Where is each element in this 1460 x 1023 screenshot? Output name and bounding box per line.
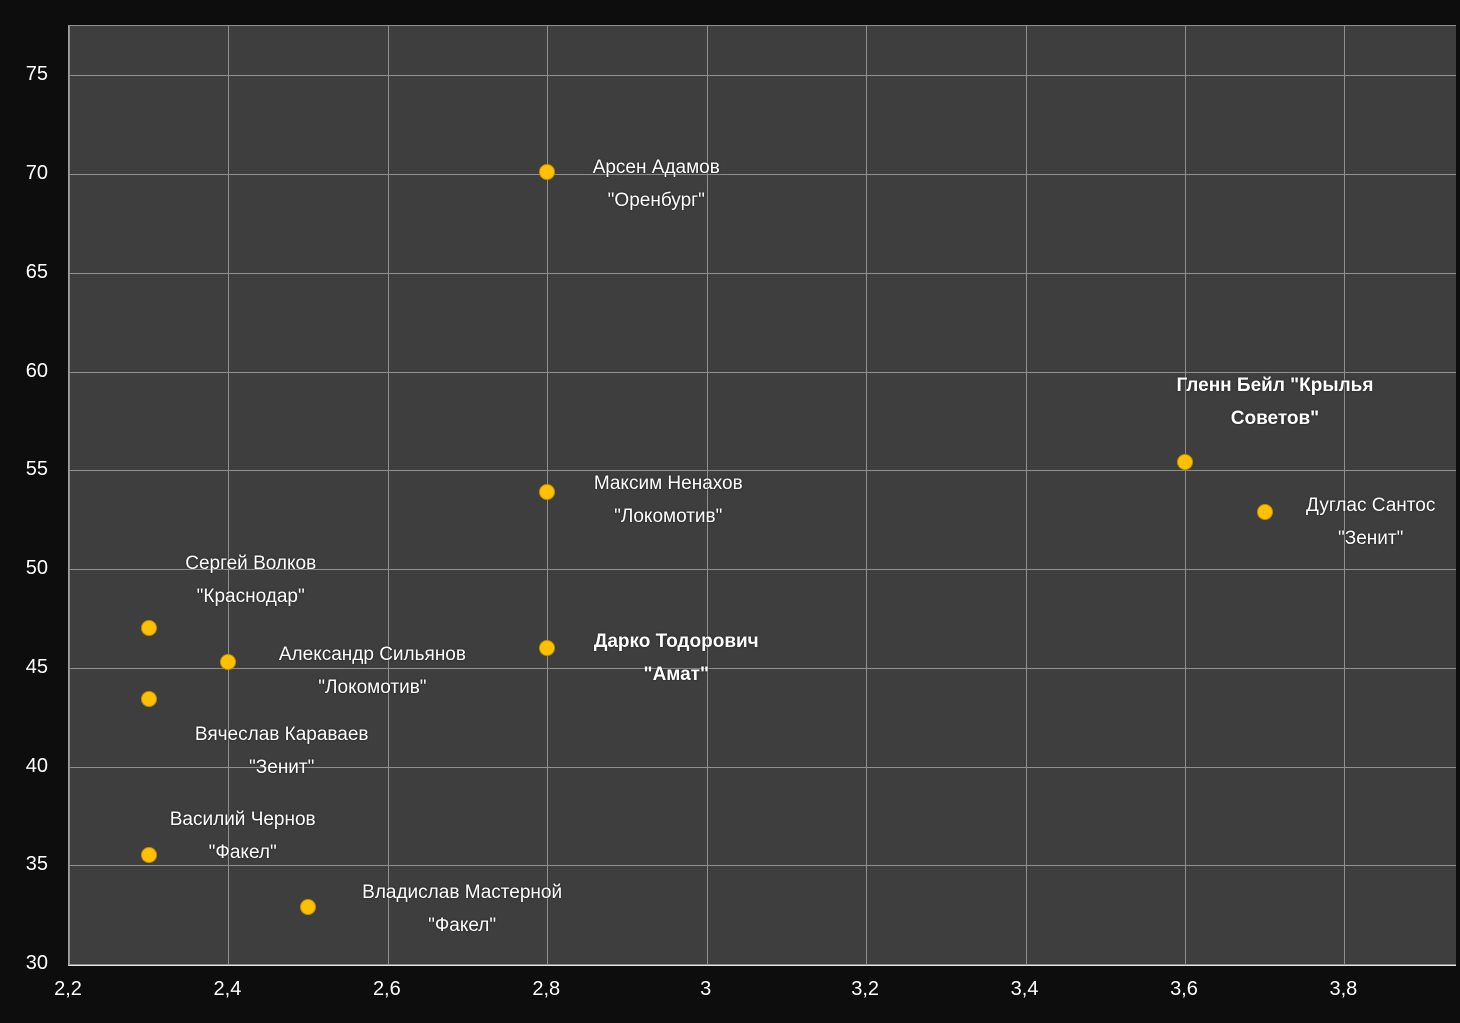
gridline-vertical bbox=[1344, 26, 1346, 964]
data-point-marker bbox=[1176, 454, 1193, 471]
x-tick-label: 2,6 bbox=[372, 978, 401, 1000]
data-point-marker bbox=[300, 898, 317, 915]
gridline-vertical bbox=[69, 26, 70, 964]
player-club: Советов" bbox=[1230, 408, 1320, 430]
plot-area: Арсен Адамов "Оренбург" Гленн Бейл "Крылья… bbox=[68, 25, 1456, 966]
data-point-marker bbox=[140, 620, 157, 637]
gridline-vertical bbox=[387, 26, 389, 964]
player-name: Максим Ненахов bbox=[593, 473, 743, 495]
gridline-horizontal bbox=[69, 470, 1456, 472]
player-club: "Амат" bbox=[643, 664, 709, 686]
x-tick-label: 2,8 bbox=[532, 978, 561, 1000]
x-tick-label: 2,2 bbox=[54, 978, 82, 1000]
player-name: Дарко Тодорович bbox=[593, 631, 759, 653]
player-name: Александр Сильянов bbox=[278, 643, 466, 665]
data-point-marker bbox=[140, 691, 157, 708]
x-tick-label: 2,4 bbox=[213, 978, 242, 1000]
points-layer bbox=[69, 26, 1456, 964]
player-name: Вячеслав Караваев bbox=[194, 724, 369, 746]
player-club: "Факел" bbox=[428, 914, 497, 936]
labels-layer: Арсен Адамов "Оренбург" Гленн Бейл "Крылья… bbox=[69, 26, 1456, 964]
data-point-marker bbox=[220, 653, 237, 670]
gridline-horizontal bbox=[69, 865, 1456, 867]
data-point-marker bbox=[539, 164, 556, 181]
gridline-horizontal bbox=[69, 272, 1456, 274]
data-point-label: Вячеслав Караваев "Зенит" bbox=[195, 718, 369, 784]
y-tick-label: 70 bbox=[25, 162, 48, 185]
data-point-label: Дарко Тодорович "Амат" bbox=[594, 625, 759, 691]
data-point-label: Дуглас Сантос "Зенит" bbox=[1306, 489, 1435, 555]
gridline-horizontal bbox=[69, 667, 1456, 669]
gridline-vertical bbox=[866, 26, 868, 964]
x-tick-label: 3,4 bbox=[1010, 978, 1039, 1000]
y-tick-label: 35 bbox=[25, 853, 48, 876]
gridline-horizontal bbox=[69, 766, 1456, 768]
y-tick-label: 40 bbox=[25, 754, 48, 777]
y-tick-label: 50 bbox=[25, 557, 48, 580]
y-tick-label: 75 bbox=[25, 63, 48, 86]
player-club: "Зенит" bbox=[249, 757, 315, 779]
player-name: Владислав Мастерной bbox=[362, 881, 563, 903]
data-point-marker bbox=[539, 484, 556, 501]
player-name: Арсен Адамов bbox=[592, 157, 720, 179]
data-point-label: Александр Сильянов "Локомотив" bbox=[279, 638, 466, 704]
player-name: Дуглас Сантос bbox=[1306, 494, 1436, 516]
y-tick-label: 30 bbox=[25, 952, 48, 974]
player-club: "Локомотив" bbox=[614, 506, 723, 528]
data-point-label: Василий Чернов "Факел" bbox=[170, 803, 316, 869]
y-tick-label: 45 bbox=[25, 655, 48, 678]
data-point-label: Арсен Адамов "Оренбург" bbox=[593, 151, 720, 217]
gridline-horizontal bbox=[69, 371, 1456, 373]
gridline-horizontal bbox=[69, 174, 1456, 176]
player-club: "Краснодар" bbox=[196, 586, 305, 608]
player-club: "Факел" bbox=[208, 842, 277, 864]
y-tick-label: 60 bbox=[25, 359, 48, 382]
gridline-vertical bbox=[706, 26, 708, 964]
player-club: "Зенит" bbox=[1338, 527, 1404, 549]
data-point-marker bbox=[1256, 503, 1273, 520]
data-point-marker bbox=[539, 640, 556, 657]
player-name: Сергей Волков bbox=[185, 553, 317, 575]
player-name: Гленн Бейл "Крылья bbox=[1176, 375, 1374, 397]
gridline-horizontal bbox=[69, 964, 1456, 965]
x-tick-label: 3,8 bbox=[1329, 978, 1358, 1000]
x-tick-label: 3,6 bbox=[1170, 978, 1198, 1000]
gridline-vertical bbox=[1184, 26, 1186, 964]
gridline-vertical bbox=[1025, 26, 1027, 964]
gridline-horizontal bbox=[69, 569, 1456, 571]
data-point-label: Сергей Волков "Краснодар" bbox=[185, 547, 316, 613]
gridline-vertical bbox=[228, 26, 230, 964]
data-point-label: Гленн Бейл "Крылья Советов" bbox=[1176, 369, 1373, 435]
data-point-marker bbox=[140, 847, 157, 864]
x-tick-label: 3,2 bbox=[851, 978, 880, 1000]
data-point-label: Владислав Мастерной "Факел" bbox=[362, 876, 562, 942]
x-tick-label: 3 bbox=[700, 978, 712, 1000]
player-club: "Локомотив" bbox=[318, 676, 427, 698]
data-point-label: Максим Ненахов "Локомотив" bbox=[594, 467, 743, 533]
y-tick-label: 55 bbox=[25, 458, 48, 481]
player-name: Василий Чернов bbox=[169, 809, 316, 831]
y-tick-label: 65 bbox=[25, 260, 48, 283]
gridline-horizontal bbox=[69, 75, 1456, 77]
player-club: "Оренбург" bbox=[607, 190, 705, 212]
